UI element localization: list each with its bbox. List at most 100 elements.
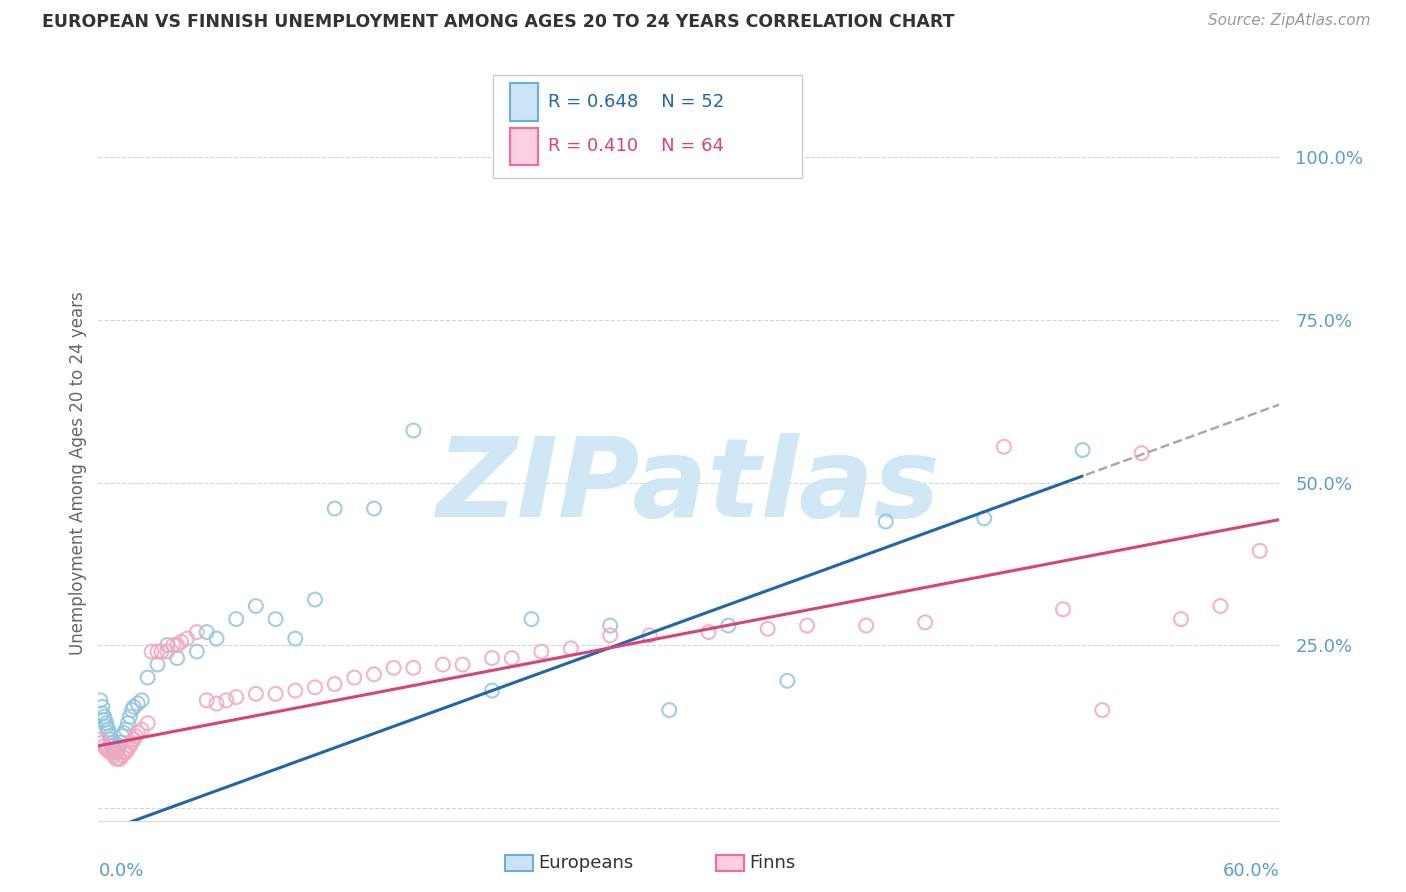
Point bbox=[1249, 543, 1271, 558]
Point bbox=[855, 618, 877, 632]
Point bbox=[108, 736, 131, 750]
Point bbox=[96, 719, 118, 733]
Point bbox=[107, 742, 129, 756]
Point bbox=[697, 625, 720, 640]
Point bbox=[105, 752, 128, 766]
Point bbox=[914, 615, 936, 630]
Point bbox=[195, 693, 218, 707]
Point bbox=[284, 632, 307, 646]
Point bbox=[111, 748, 134, 763]
Point bbox=[776, 673, 799, 688]
Point bbox=[115, 745, 138, 759]
Point bbox=[560, 641, 582, 656]
Point bbox=[225, 690, 247, 704]
Point bbox=[432, 657, 454, 672]
Point bbox=[481, 683, 503, 698]
Point bbox=[91, 736, 114, 750]
Point bbox=[638, 628, 661, 642]
Point bbox=[103, 748, 125, 763]
Point bbox=[107, 752, 129, 766]
Point bbox=[520, 612, 543, 626]
Point bbox=[107, 739, 129, 753]
Point bbox=[105, 745, 128, 759]
Text: Source: ZipAtlas.com: Source: ZipAtlas.com bbox=[1208, 13, 1371, 29]
Point bbox=[91, 699, 114, 714]
Point bbox=[136, 671, 159, 685]
Point bbox=[96, 716, 118, 731]
Point bbox=[101, 736, 124, 750]
Point bbox=[98, 729, 121, 743]
Point bbox=[121, 736, 143, 750]
Point bbox=[89, 732, 111, 747]
Y-axis label: Unemployment Among Ages 20 to 24 years: Unemployment Among Ages 20 to 24 years bbox=[69, 291, 87, 655]
Point bbox=[195, 625, 218, 640]
Point bbox=[166, 651, 188, 665]
Point bbox=[323, 501, 346, 516]
Point bbox=[127, 726, 149, 740]
Point bbox=[451, 657, 474, 672]
Point bbox=[156, 644, 179, 658]
Point bbox=[284, 683, 307, 698]
Text: 0.0%: 0.0% bbox=[98, 863, 143, 880]
Text: ZIPatlas: ZIPatlas bbox=[437, 434, 941, 541]
Point bbox=[343, 671, 366, 685]
Point bbox=[245, 687, 267, 701]
Point bbox=[93, 713, 115, 727]
Point bbox=[146, 657, 169, 672]
Point bbox=[1209, 599, 1232, 613]
Text: 60.0%: 60.0% bbox=[1223, 863, 1279, 880]
Point bbox=[796, 618, 818, 632]
Text: Europeans: Europeans bbox=[538, 854, 634, 871]
Point bbox=[264, 612, 287, 626]
Point bbox=[264, 687, 287, 701]
Text: Finns: Finns bbox=[749, 854, 796, 871]
Point bbox=[176, 632, 198, 646]
Point bbox=[205, 697, 228, 711]
Point bbox=[146, 644, 169, 658]
Point bbox=[162, 638, 184, 652]
Point bbox=[501, 651, 523, 665]
Point bbox=[170, 635, 193, 649]
Point bbox=[150, 644, 173, 658]
Point bbox=[186, 625, 208, 640]
Point bbox=[97, 723, 120, 737]
Point bbox=[363, 667, 385, 681]
Text: R = 0.410    N = 64: R = 0.410 N = 64 bbox=[548, 137, 724, 155]
Point bbox=[402, 661, 425, 675]
Point bbox=[118, 709, 141, 723]
Point bbox=[1091, 703, 1114, 717]
Point bbox=[131, 693, 153, 707]
Point bbox=[717, 618, 740, 632]
Point bbox=[156, 638, 179, 652]
Point bbox=[166, 638, 188, 652]
Text: EUROPEAN VS FINNISH UNEMPLOYMENT AMONG AGES 20 TO 24 YEARS CORRELATION CHART: EUROPEAN VS FINNISH UNEMPLOYMENT AMONG A… bbox=[42, 13, 955, 31]
Point bbox=[112, 726, 135, 740]
Point bbox=[96, 742, 118, 756]
Point bbox=[117, 742, 139, 756]
Point bbox=[382, 661, 405, 675]
Point bbox=[363, 501, 385, 516]
Point bbox=[323, 677, 346, 691]
Point bbox=[118, 739, 141, 753]
Point bbox=[973, 511, 995, 525]
Point bbox=[111, 729, 134, 743]
Text: R = 0.648    N = 52: R = 0.648 N = 52 bbox=[548, 93, 724, 112]
Point bbox=[599, 618, 621, 632]
Point bbox=[1071, 442, 1094, 457]
Point bbox=[121, 703, 143, 717]
Point bbox=[103, 742, 125, 756]
Point bbox=[122, 732, 145, 747]
Point bbox=[215, 693, 238, 707]
Point bbox=[103, 745, 125, 759]
Point bbox=[91, 706, 114, 721]
Point bbox=[136, 716, 159, 731]
Point bbox=[93, 739, 115, 753]
Point bbox=[131, 723, 153, 737]
Point bbox=[98, 745, 121, 759]
Point bbox=[530, 644, 553, 658]
Point bbox=[1052, 602, 1074, 616]
Point bbox=[756, 622, 779, 636]
Point bbox=[112, 745, 135, 759]
Point bbox=[141, 644, 163, 658]
Point bbox=[304, 681, 326, 695]
